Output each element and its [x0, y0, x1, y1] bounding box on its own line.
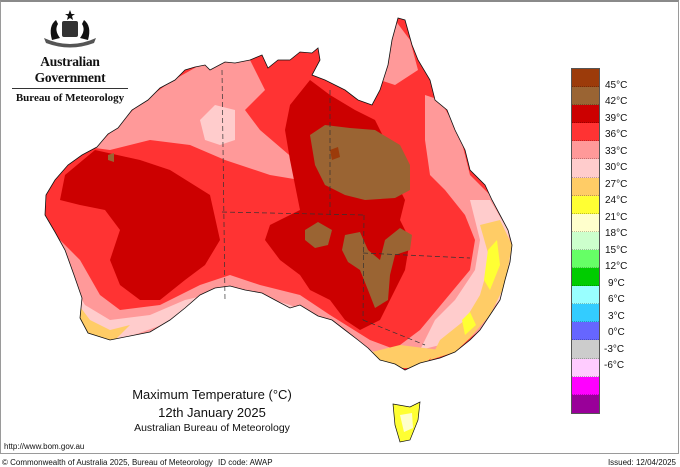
legend-label: 42°C	[605, 96, 628, 107]
legend-swatch	[572, 231, 599, 250]
copyright-notice: © Commonwealth of Australia 2025, Bureau…	[2, 458, 213, 467]
legend-swatch	[572, 123, 599, 142]
legend-label: 3°C	[608, 311, 625, 322]
legend-swatch	[572, 177, 599, 196]
legend-swatch	[572, 376, 599, 395]
legend-swatch	[572, 286, 599, 305]
coat-of-arms-icon	[44, 10, 96, 48]
legend-label: 0°C	[608, 327, 625, 338]
divider	[12, 88, 128, 89]
issued-date: Issued: 12/04/2025	[607, 458, 676, 467]
legend-swatch	[572, 340, 599, 359]
legend-label: 15°C	[605, 245, 628, 256]
legend-swatch	[572, 268, 599, 287]
bureau-name: Bureau of Meteorology	[15, 92, 125, 104]
legend-swatch	[572, 249, 599, 269]
agency-logo: Australian Government Bureau of Meteorol…	[8, 8, 132, 104]
legend-label: -6°C	[604, 360, 625, 371]
map-date: 12th January 2025	[158, 405, 266, 420]
legend-label: 6°C	[608, 294, 625, 305]
legend-swatch	[572, 195, 599, 214]
legend-label: 33°C	[605, 146, 628, 157]
website-link[interactable]: http://www.bom.gov.au	[4, 442, 85, 451]
legend-swatch	[572, 213, 599, 232]
legend-colorbar	[571, 68, 600, 414]
legend-swatch	[572, 69, 599, 88]
legend-swatch	[572, 105, 599, 124]
agency-name: Australian Government	[34, 54, 106, 85]
legend-swatch	[572, 394, 599, 413]
legend-label: 39°C	[605, 113, 628, 124]
legend-label: 12°C	[605, 261, 628, 272]
legend-swatch	[572, 141, 599, 160]
legend-label: 30°C	[605, 162, 628, 173]
legend-label: 18°C	[605, 228, 628, 239]
legend-label: 9°C	[608, 278, 625, 289]
legend-label: -3°C	[604, 344, 625, 355]
legend-swatch	[572, 358, 599, 377]
map-source: Australian Bureau of Meteorology	[134, 422, 290, 434]
legend-label: 21°C	[605, 212, 628, 223]
id-code: ID code: AWAP	[218, 458, 273, 467]
map-title: Maximum Temperature (°C)	[132, 387, 292, 402]
legend-label: 45°C	[605, 80, 628, 91]
legend-swatch	[572, 322, 599, 341]
legend-label: 24°C	[605, 195, 628, 206]
legend-label: 27°C	[605, 179, 628, 190]
legend-swatch	[572, 159, 599, 178]
legend-swatch	[572, 304, 599, 323]
legend-label: 36°C	[605, 129, 628, 140]
legend-swatch	[572, 87, 599, 106]
